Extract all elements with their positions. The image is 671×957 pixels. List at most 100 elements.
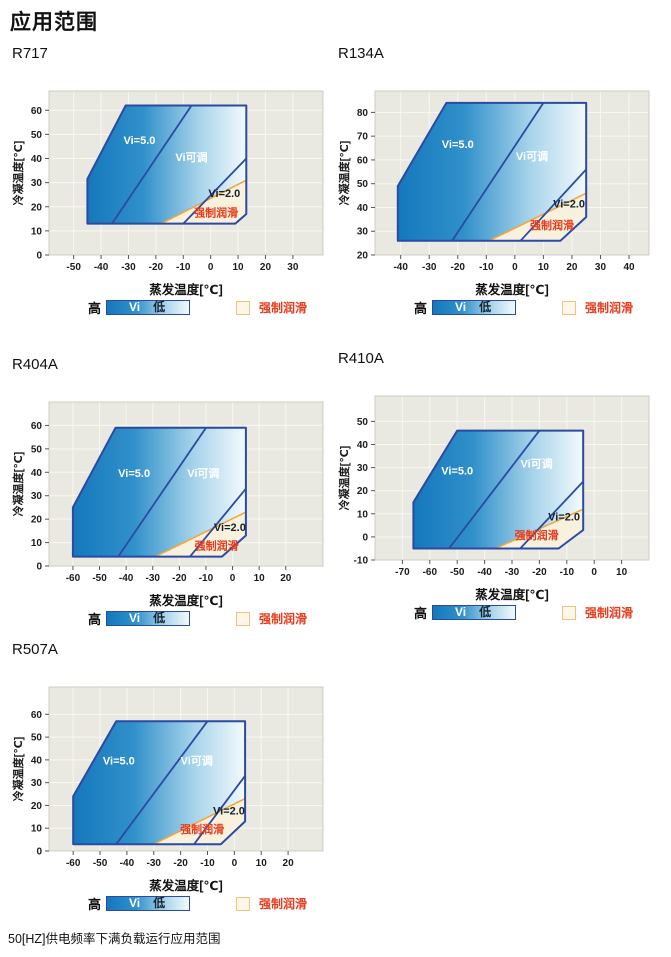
y-tick-label: 0 — [36, 251, 42, 262]
y-tick-label: 50 — [31, 130, 43, 141]
legend-low-label: 低 — [479, 300, 492, 314]
x-tick-label: -20 — [149, 262, 164, 273]
region-label: Vi可调 — [181, 753, 213, 767]
forced-lubrication-boundary-line — [488, 192, 587, 242]
legend-vi-label: Vi — [455, 300, 467, 314]
vi20-boundary-line — [193, 775, 246, 845]
chart-plot-r410a: -70 -60 -50 -40 -30 -20 -10 0 10 -10 0 10 20 30 40 50 Vi… — [338, 395, 650, 578]
operating-envelope-region — [397, 102, 587, 241]
x-tick-label: -60 — [66, 573, 81, 584]
legend-high-label: 高 — [414, 301, 428, 316]
y-tick-label: 50 — [31, 444, 43, 455]
y-tick-label: 10 — [31, 226, 43, 237]
chart-legend: 高 Vi 低 强制润滑 — [12, 299, 342, 316]
chart-r717: R717 -50 -40 -30 -20 -10 0 10 20 30 0 10 20 30 40 50 60… — [12, 45, 342, 316]
x-tick-label: -40 — [119, 573, 134, 584]
forced-lubrication-boundary-line — [155, 511, 247, 558]
x-tick-label: -10 — [199, 573, 214, 584]
legend-high-label: 高 — [414, 606, 428, 621]
chart-title: R134A — [338, 45, 384, 62]
legend-low-label: 低 — [479, 605, 492, 619]
chart-plot-r507a: -60 -50 -40 -30 -20 -10 0 10 20 0 10 20 30 40 50 60 Vi=5… — [12, 686, 324, 869]
chart-r410a: R410A -70 -60 -50 -40 -30 -20 -10 0 10 -10 0 10 20 30… — [338, 350, 668, 621]
region-label: Vi=5.0 — [123, 135, 155, 147]
x-tick-label: -50 — [93, 858, 108, 869]
y-tick-label: 30 — [357, 227, 369, 238]
y-tick-label: 0 — [36, 847, 42, 858]
vi20-boundary-line — [182, 157, 247, 225]
operating-envelope-region — [413, 430, 584, 549]
x-axis-title: 蒸发温度[℃] — [149, 879, 223, 893]
legend-high-label: 高 — [88, 301, 102, 316]
x-tick-label: -20 — [173, 858, 188, 869]
region-label: Vi=2.0 — [208, 188, 240, 200]
vi20-boundary-line — [519, 480, 584, 550]
x-tick-label: 0 — [208, 262, 214, 273]
x-tick-label: -40 — [393, 262, 408, 273]
y-axis-title: 冷凝温度[℃] — [12, 451, 25, 516]
y-tick-label: 60 — [31, 421, 43, 432]
legend-vi-label: Vi — [129, 300, 141, 314]
x-tick-label: -70 — [395, 567, 410, 578]
x-tick-label: -30 — [422, 262, 437, 273]
x-tick-label: -20 — [172, 573, 187, 584]
x-axis-title: 蒸发温度[℃] — [475, 283, 549, 297]
x-tick-label: 10 — [232, 262, 244, 273]
chart-r404a: R404A -60 -50 -40 -30 -20 -10 0 10 20 0 10 20 30 40 50… — [12, 356, 342, 627]
y-tick-label: 80 — [357, 108, 369, 119]
x-tick-label: 40 — [623, 262, 635, 273]
region-label: Vi=5.0 — [442, 139, 474, 151]
operating-envelope-region — [87, 105, 247, 224]
legend-forced-lube-label: 强制润滑 — [259, 301, 308, 315]
x-tick-label: -50 — [92, 573, 107, 584]
vi50-boundary-line — [448, 430, 541, 550]
region-label: Vi可调 — [187, 466, 219, 480]
y-tick-label: 60 — [31, 106, 43, 117]
legend-forced-lube-label: 强制润滑 — [585, 606, 634, 620]
x-tick-label: -10 — [176, 262, 191, 273]
region-label: Vi=5.0 — [118, 468, 150, 480]
region-label: Vi可调 — [516, 149, 548, 163]
x-tick-label: 20 — [566, 262, 578, 273]
chart-title: R410A — [338, 350, 384, 367]
legend-vi-gradient-bar: Vi 低 — [432, 300, 517, 315]
chart-title: R404A — [12, 356, 58, 373]
x-tick-label: -60 — [66, 858, 81, 869]
vi50-boundary-line — [115, 720, 209, 845]
x-tick-label: -40 — [94, 262, 109, 273]
region-label: 强制润滑 — [180, 822, 224, 836]
vi20-boundary-line — [189, 488, 247, 558]
legend-high-label: 高 — [88, 612, 102, 627]
legend-vi-gradient-bar: Vi 低 — [106, 300, 191, 315]
y-tick-label: 40 — [31, 154, 43, 165]
y-tick-label: 10 — [31, 538, 43, 549]
x-tick-label: 20 — [260, 262, 272, 273]
legend-vi-gradient-bar: Vi 低 — [432, 605, 517, 620]
envelope-outline — [72, 720, 247, 846]
y-tick-label: 40 — [31, 755, 43, 766]
y-tick-label: 10 — [31, 824, 43, 835]
x-tick-label: 10 — [616, 567, 628, 578]
page-title: 应用范围 — [10, 11, 98, 34]
region-label: Vi可调 — [175, 150, 207, 164]
legend-forced-lube-label: 强制润滑 — [259, 897, 308, 911]
chart-legend: 高 Vi 低 强制润滑 — [12, 895, 342, 912]
legend-low-label: 低 — [153, 611, 166, 625]
operating-envelope-region — [73, 721, 246, 845]
y-tick-label: -10 — [354, 556, 369, 567]
legend-vi-gradient-bar: Vi 低 — [106, 611, 191, 626]
y-tick-label: 20 — [31, 515, 43, 526]
y-axis-title: 冷凝温度[℃] — [338, 140, 351, 205]
legend-vi-label: Vi — [129, 896, 141, 910]
legend-low-label: 低 — [153, 300, 166, 314]
plot-border — [48, 90, 324, 256]
x-tick-label: -20 — [451, 262, 466, 273]
y-tick-label: 30 — [31, 178, 43, 189]
region-label: 强制润滑 — [195, 539, 239, 553]
chart-plot-r404a: -60 -50 -40 -30 -20 -10 0 10 20 0 10 20 30 40 50 60 Vi=5… — [12, 401, 324, 584]
y-tick-label: 40 — [31, 468, 43, 479]
x-tick-label: -10 — [479, 262, 494, 273]
region-label: Vi=5.0 — [441, 466, 473, 478]
legend-vi-gradient-bar: Vi 低 — [106, 896, 191, 911]
